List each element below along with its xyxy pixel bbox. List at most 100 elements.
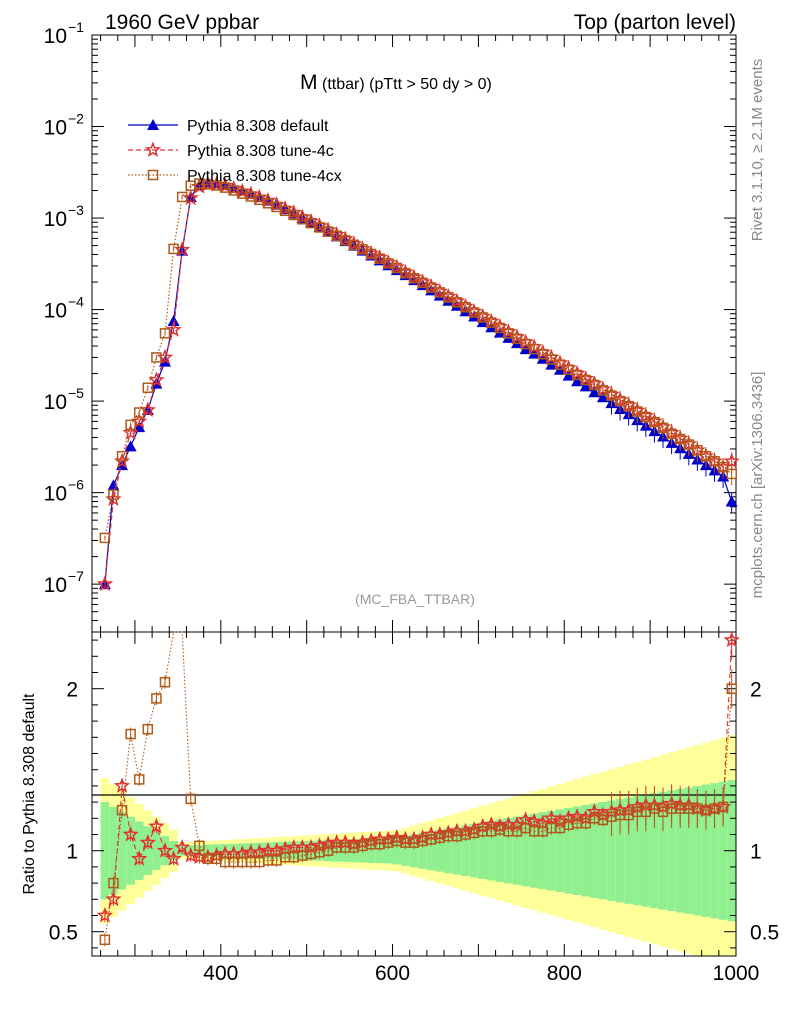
- square-marker: [116, 450, 128, 462]
- square-marker: [726, 683, 737, 694]
- star-marker: [723, 452, 740, 469]
- square-marker: [159, 328, 171, 339]
- y-tick-exponent: −4: [68, 294, 84, 310]
- y-tick-label: 10: [44, 483, 67, 506]
- star-marker: [148, 371, 165, 387]
- square-marker: [99, 532, 111, 544]
- uncertainty-band-inner: [590, 803, 599, 898]
- triangle-marker: [596, 391, 609, 403]
- ratio-y-tick-label: 1: [750, 841, 762, 864]
- uncertainty-band-inner: [418, 832, 427, 869]
- uncertainty-band-inner: [538, 812, 548, 890]
- square-marker: [125, 419, 136, 431]
- triangle-marker: [158, 355, 171, 367]
- square-marker: [623, 400, 634, 412]
- triangle-marker: [124, 440, 137, 452]
- uncertainty-band-inner: [126, 816, 135, 885]
- triangle-marker: [107, 479, 120, 491]
- square-marker: [185, 793, 196, 805]
- uncertainty-band-inner: [383, 837, 393, 864]
- main-x-ticks: [100, 35, 737, 632]
- uncertainty-band-inner: [718, 781, 728, 920]
- y-tick-exponent: −3: [68, 202, 84, 218]
- square-marker: [726, 468, 737, 480]
- uncertainty-band-inner: [100, 802, 110, 900]
- uncertainty-band-inner: [624, 797, 633, 904]
- x-tick-label: 1000: [713, 962, 760, 985]
- square-marker: [503, 328, 514, 339]
- uncertainty-band-inner: [152, 831, 161, 871]
- uncertainty-band-inner: [632, 796, 642, 906]
- series-line: [104, 183, 733, 585]
- star-marker: [122, 424, 139, 440]
- triangle-marker: [579, 380, 592, 392]
- square-marker: [168, 243, 179, 255]
- uncertainty-band-inner: [486, 820, 496, 881]
- square-marker: [142, 382, 154, 393]
- ratio-series: [96, 631, 740, 947]
- square-marker: [142, 723, 154, 735]
- star-marker: [131, 850, 148, 866]
- star-marker: [156, 842, 174, 858]
- side-label-rivet: Rivet 3.1.10, ≥ 2.1M events: [749, 59, 766, 242]
- square-marker: [717, 461, 729, 473]
- uncertainty-band-inner: [143, 826, 153, 875]
- main-y-axis: 10−710−610−510−410−310−210−1: [44, 19, 736, 633]
- triangle-marker: [167, 315, 180, 327]
- ratio-y-tick-label: 0.5: [49, 922, 78, 945]
- square-marker: [666, 428, 677, 439]
- square-marker: [108, 489, 119, 500]
- square-marker: [589, 379, 600, 391]
- y-tick-label: 10: [44, 25, 67, 48]
- x-tick-label: 400: [203, 962, 238, 985]
- uncertainty-band-inner: [401, 835, 410, 866]
- series-line: [104, 182, 733, 539]
- uncertainty-band-inner: [598, 802, 608, 900]
- star-marker: [122, 825, 139, 842]
- uncertainty-band-inner: [409, 834, 419, 868]
- ratio-x-axis: 400 600 800 1000: [100, 632, 760, 985]
- star-marker: [525, 812, 543, 829]
- uncertainty-band-inner: [675, 788, 685, 913]
- uncertainty-band-inner: [392, 837, 402, 865]
- square-marker: [632, 406, 643, 417]
- header-left: 1960 GeV ppbar: [105, 11, 259, 34]
- legend: Pythia 8.308 default Pythia 8.308 tune-4c…: [128, 118, 342, 185]
- uncertainty-band-inner: [607, 800, 616, 901]
- y-tick-label: 10: [44, 391, 67, 414]
- star-marker: [113, 777, 131, 793]
- uncertainty-band-inner: [426, 831, 436, 871]
- square-marker: [717, 801, 729, 813]
- uncertainty-band-inner: [504, 818, 513, 884]
- square-marker: [125, 728, 136, 740]
- y-tick-exponent: −6: [68, 477, 84, 493]
- triangle-marker: [562, 369, 575, 381]
- uncertainty-band-inner: [701, 784, 711, 917]
- ratio-y-tick-label: 2: [66, 679, 78, 702]
- ratio-y-tick-label: 1: [66, 841, 78, 864]
- star-marker: [182, 847, 199, 863]
- y-tick-exponent: −1: [68, 19, 84, 35]
- legend-label: Pythia 8.308 default: [187, 118, 329, 135]
- triangle-marker: [725, 495, 738, 507]
- uncertainty-band-inner: [529, 813, 539, 888]
- ratio-plot-frame: [91, 631, 737, 957]
- uncertainty-band-inner: [444, 828, 453, 874]
- square-marker: [649, 416, 660, 428]
- uncertainty-band-inner: [641, 794, 651, 907]
- plot-title-main: M: [300, 71, 318, 94]
- uncertainty-band-inner: [452, 826, 462, 875]
- plot-title-sub: (ttbar) (pTtt > 50 dy > 0): [322, 76, 492, 93]
- square-marker: [133, 407, 145, 418]
- square-marker: [133, 774, 145, 785]
- ratio-bands: [100, 735, 736, 956]
- side-label-mcplots: mcplots.cern.ch [arXiv:1306.3436]: [749, 372, 766, 599]
- star-marker: [165, 850, 182, 866]
- star-marker: [723, 631, 740, 648]
- star-marker: [543, 809, 560, 826]
- star-marker: [105, 890, 122, 907]
- square-marker: [606, 390, 617, 401]
- square-marker: [176, 191, 188, 203]
- square-marker: [494, 322, 506, 334]
